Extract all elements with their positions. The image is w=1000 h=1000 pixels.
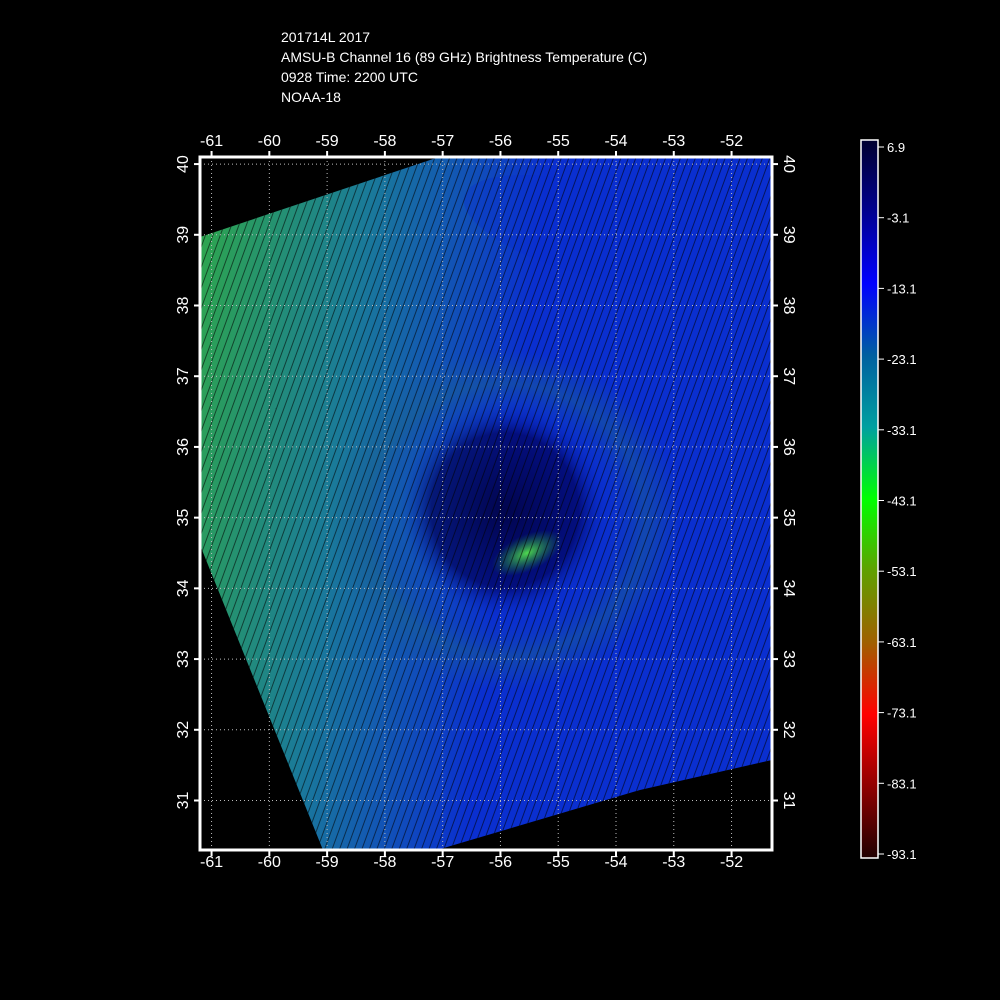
satellite-title: NOAA-18: [281, 89, 341, 105]
lat-tick-label: 38: [780, 297, 797, 315]
colorbar-label: -33.1: [887, 423, 917, 438]
colorbar-label: -43.1: [887, 494, 917, 509]
lat-tick-label: 32: [780, 721, 797, 739]
storm-id-title: 201714L 2017: [281, 29, 371, 45]
lon-tick-label: -53: [662, 133, 685, 150]
lat-tick-label: 37: [175, 367, 192, 385]
map-frame: [198, 155, 774, 852]
lat-tick-label: 34: [780, 579, 797, 597]
lon-ticks-bottom: -61 -60 -59 -58 -57 -56 -55 -54 -53 -52: [200, 850, 743, 871]
lat-tick-label: 34: [175, 579, 192, 597]
lat-tick-label: 38: [175, 297, 192, 315]
lon-tick-label: -53: [662, 854, 685, 871]
lon-tick-label: -61: [200, 854, 223, 871]
lon-tick-label: -57: [431, 854, 454, 871]
colorbar-label: -73.1: [887, 706, 917, 721]
lon-tick-label: -52: [720, 854, 743, 871]
lon-tick-label: -59: [316, 133, 339, 150]
lon-tick-label: -56: [489, 133, 512, 150]
colorbar-label: -53.1: [887, 564, 917, 579]
lat-tick-label: 32: [175, 721, 192, 739]
product-title: AMSU-B Channel 16 (89 GHz) Brightness Te…: [281, 49, 648, 65]
colorbar-label: -83.1: [887, 776, 917, 791]
lat-tick-label: 39: [780, 226, 797, 244]
lon-ticks-top: -61 -60 -59 -58 -57 -56 -55 -54 -53 -52: [200, 133, 743, 157]
lat-tick-label: 33: [780, 650, 797, 668]
lon-tick-label: -61: [200, 133, 223, 150]
lon-tick-label: -55: [547, 854, 570, 871]
colorbar-label: -63.1: [887, 635, 917, 650]
colorbar-labels: 6.9 -3.1 -13.1 -23.1 -33.1 -43.1 -53.1 -63.1 -73…: [878, 140, 917, 862]
lon-tick-label: -59: [316, 854, 339, 871]
lat-tick-label: 40: [175, 155, 192, 173]
time-title: 0928 Time: 2200 UTC: [281, 69, 418, 85]
colorbar-label: -3.1: [887, 211, 909, 226]
satellite-swath: [200, 157, 772, 850]
lon-tick-label: -58: [373, 854, 396, 871]
title-block: 201714L 2017 AMSU-B Channel 16 (89 GHz) …: [281, 27, 647, 107]
lat-tick-label: 39: [175, 226, 192, 244]
lat-tick-label: 31: [175, 792, 192, 810]
lat-tick-label: 37: [780, 367, 797, 385]
colorbar: [860, 139, 879, 859]
colorbar-label: 6.9: [887, 140, 905, 155]
lat-ticks-right: 40 39 38 37 36 35 34 33 32 31: [772, 155, 797, 810]
graticule: [200, 157, 772, 850]
colorbar-label: -13.1: [887, 281, 917, 296]
lon-tick-label: -58: [373, 133, 396, 150]
lat-tick-label: 40: [780, 155, 797, 173]
lon-tick-label: -55: [547, 133, 570, 150]
lat-tick-label: 36: [780, 438, 797, 456]
lon-tick-label: -60: [258, 133, 281, 150]
colorbar-label: -23.1: [887, 352, 917, 367]
lon-tick-label: -52: [720, 133, 743, 150]
lat-tick-label: 35: [780, 509, 797, 527]
lon-tick-label: -54: [604, 133, 627, 150]
lon-tick-label: -57: [431, 133, 454, 150]
colorbar-label: -93.1: [887, 847, 917, 862]
lat-tick-label: 33: [175, 650, 192, 668]
lon-tick-label: -54: [604, 854, 627, 871]
swath-scanlines: [200, 157, 772, 850]
lat-ticks-left: 40 39 38 37 36 35 34 33 32 31: [175, 155, 200, 809]
lon-tick-label: -56: [489, 854, 512, 871]
lat-tick-label: 31: [780, 792, 797, 810]
lon-tick-label: -60: [258, 854, 281, 871]
lat-tick-label: 35: [175, 509, 192, 527]
lat-tick-label: 36: [175, 438, 192, 456]
